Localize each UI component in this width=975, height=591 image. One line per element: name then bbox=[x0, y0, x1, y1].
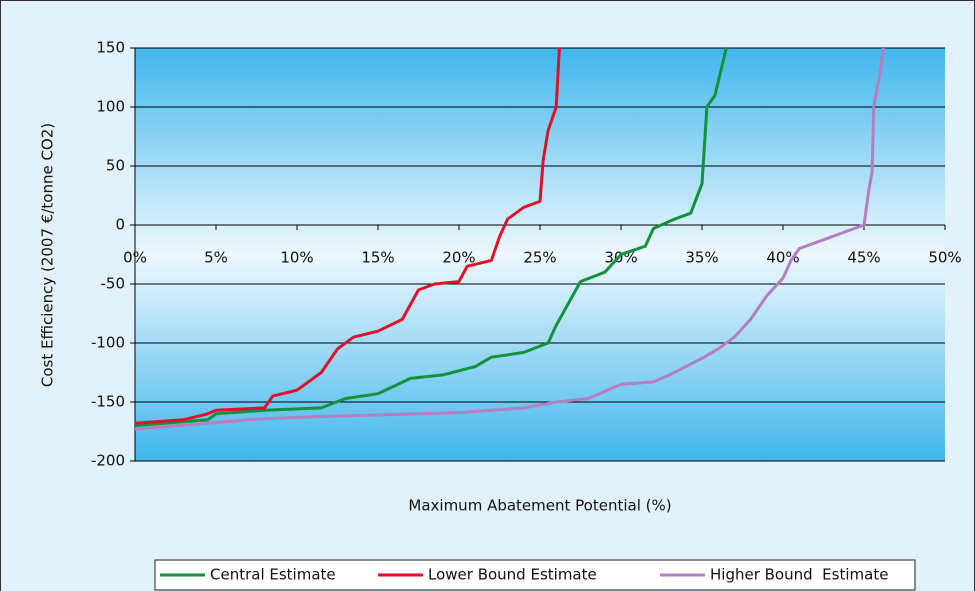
x-tick-label: 35% bbox=[685, 249, 718, 267]
legend bbox=[154, 559, 916, 591]
x-axis-label: Maximum Abatement Potential (%) bbox=[408, 497, 671, 515]
y-tick-label: 0 bbox=[115, 216, 125, 234]
y-tick-label: -100 bbox=[91, 334, 125, 352]
plot-area bbox=[135, 48, 945, 461]
x-tick-label: 5% bbox=[204, 249, 228, 267]
y-tick-label: 50 bbox=[106, 157, 125, 175]
series-line bbox=[134, 47, 728, 428]
series-line bbox=[134, 47, 885, 431]
x-tick-label: 25% bbox=[523, 249, 556, 267]
x-tick-label: 10% bbox=[280, 249, 313, 267]
x-tick-label: 0% bbox=[123, 249, 147, 267]
y-tick-label: -50 bbox=[101, 275, 126, 293]
x-tick-label: 45% bbox=[847, 249, 880, 267]
legend-label: Higher Bound Estimate bbox=[710, 566, 888, 584]
y-axis-label: Cost Efficiency (2007 €/tonne CO2) bbox=[39, 123, 57, 387]
x-tick-label: 20% bbox=[442, 249, 475, 267]
legend-label: Lower Bound Estimate bbox=[428, 566, 597, 584]
x-tick-label: 15% bbox=[361, 249, 394, 267]
x-tick-label: 50% bbox=[928, 249, 961, 267]
y-tick-label: 150 bbox=[96, 39, 125, 57]
series-line bbox=[134, 47, 561, 425]
y-tick-label: -200 bbox=[91, 452, 125, 470]
y-tick-label: 100 bbox=[96, 98, 125, 116]
y-tick-label: -150 bbox=[91, 393, 125, 411]
legend-label: Central Estimate bbox=[210, 566, 336, 584]
